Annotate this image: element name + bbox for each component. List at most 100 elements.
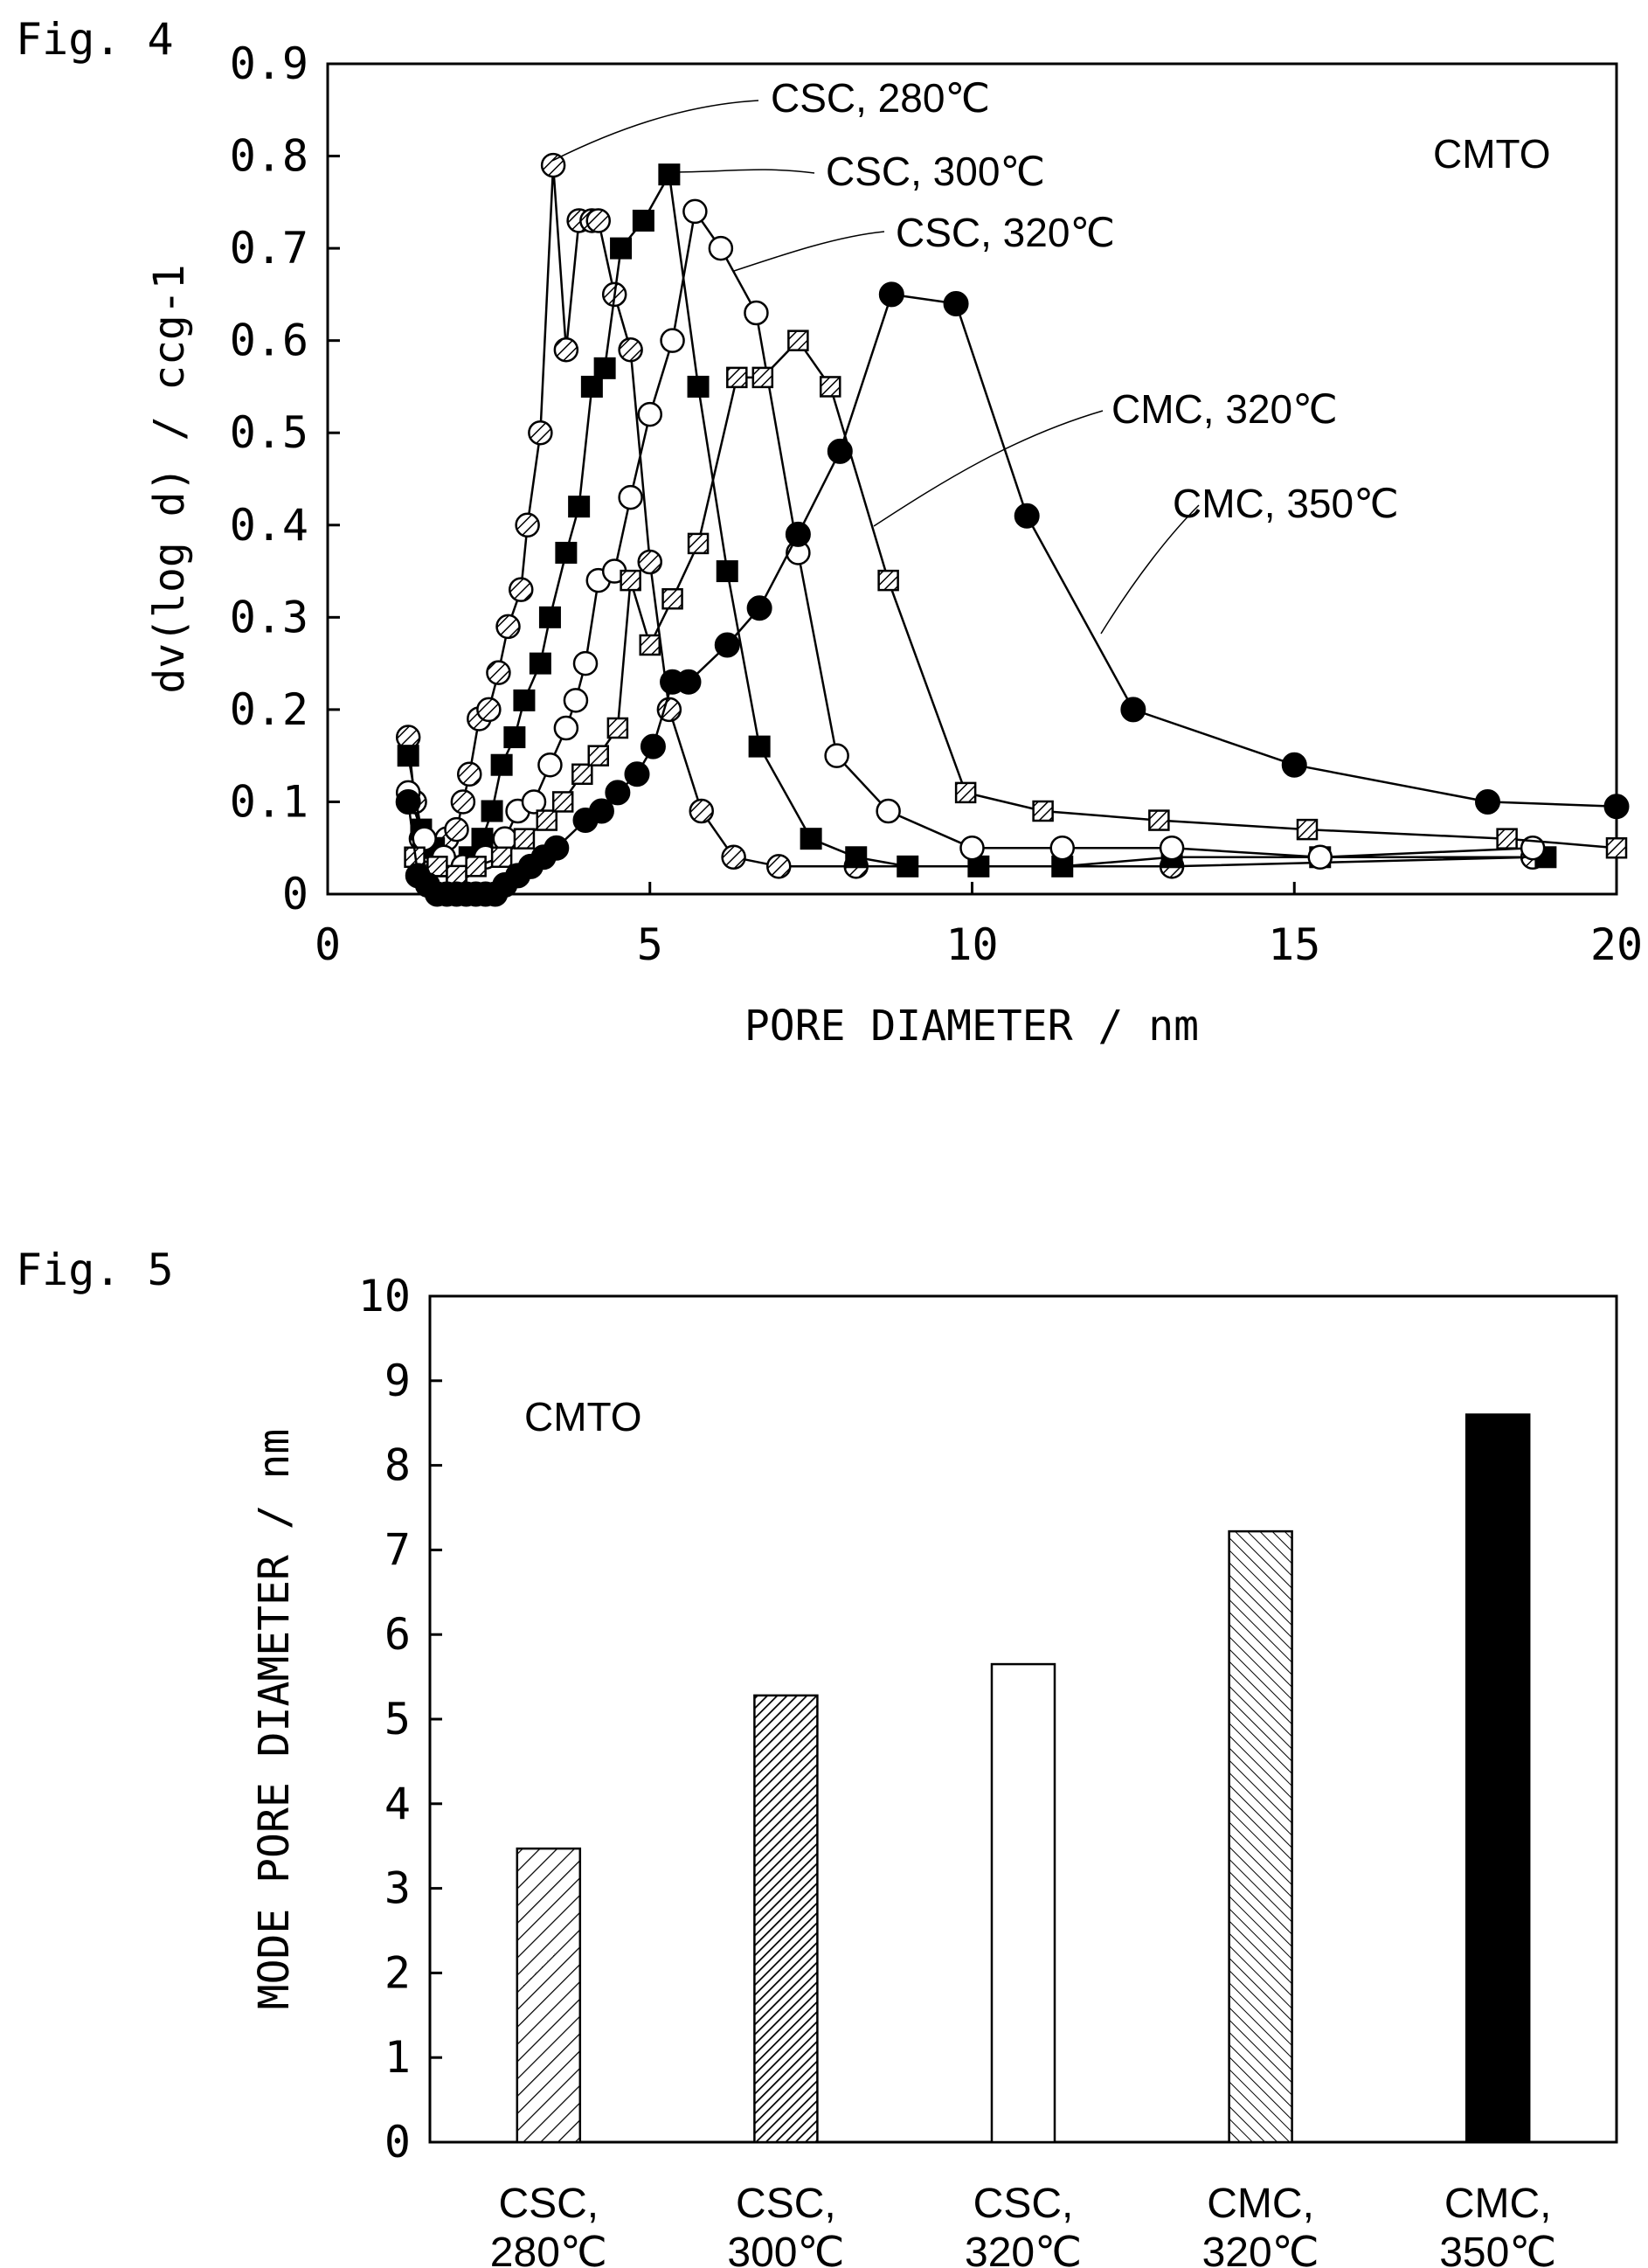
fig4-y-tick-label: 0.8 <box>230 131 308 182</box>
data-point <box>820 376 841 398</box>
data-point <box>746 595 772 621</box>
data-point <box>1159 835 1185 861</box>
fig4-x-tick-label: 15 <box>1268 919 1320 970</box>
bar <box>516 1847 582 2144</box>
fig5-y-axis: 0 1 2 3 4 5 6 7 8 9 10 <box>358 1271 442 2167</box>
data-point <box>1120 697 1146 723</box>
data-point <box>503 726 526 749</box>
leader-line-csc300 <box>670 169 815 174</box>
fig4-y-tick-label: 0.3 <box>230 592 308 642</box>
data-point <box>585 208 611 233</box>
bar <box>1465 1413 1531 2144</box>
data-point <box>1281 752 1307 778</box>
data-point <box>787 329 809 351</box>
data-point <box>682 198 708 225</box>
data-point <box>605 780 631 806</box>
data-point <box>606 717 629 739</box>
data-point <box>555 541 578 564</box>
fig5-y-tick-label: 6 <box>384 1609 411 1660</box>
data-point <box>1605 836 1628 859</box>
fig4-y-tick-label: 0.5 <box>230 407 308 458</box>
data-point <box>563 688 589 713</box>
data-point <box>571 763 593 786</box>
leader-line-csc320 <box>733 231 885 272</box>
data-point <box>959 835 985 861</box>
data-point <box>660 328 685 353</box>
fig5-category-label: 300℃ <box>727 2230 844 2268</box>
fig4-x-tick-label: 10 <box>945 919 998 970</box>
data-point <box>395 788 421 815</box>
data-point <box>878 281 904 308</box>
data-point <box>637 549 662 575</box>
data-point <box>954 781 977 804</box>
fig5-category-label: CSC, <box>973 2181 1074 2227</box>
data-point <box>897 855 919 877</box>
fig4-y-tick-label: 0.2 <box>230 684 308 735</box>
fig4-sample-note: CMTO <box>1433 131 1551 177</box>
fig4-y-tick-label: 0 <box>282 869 308 919</box>
data-point <box>521 789 547 815</box>
fig5-y-tick-label: 10 <box>358 1271 411 1321</box>
data-point <box>766 854 792 879</box>
data-point <box>465 856 487 877</box>
fig4-x-tick-label: 0 <box>315 919 341 970</box>
data-point <box>495 614 521 640</box>
data-point <box>618 484 643 510</box>
data-point <box>1475 788 1500 815</box>
data-point <box>876 798 901 824</box>
data-point <box>744 300 769 326</box>
data-point <box>1603 794 1630 820</box>
fig5-y-axis-title: MODE PORE DIAMETER / nm <box>250 1429 299 2010</box>
series-annotation-cmc350: CMC, 350℃ <box>1173 481 1399 526</box>
data-point <box>457 761 482 787</box>
data-point <box>588 798 614 824</box>
data-point <box>877 569 899 592</box>
fig5-category-label: 350℃ <box>1439 2230 1556 2268</box>
data-point <box>689 798 714 824</box>
data-point <box>1307 844 1333 870</box>
fig5-category-label: CSC, <box>498 2181 599 2227</box>
data-point <box>397 745 419 767</box>
data-point <box>1049 835 1075 861</box>
fig5-y-tick-label: 1 <box>384 2032 411 2083</box>
data-point <box>824 743 849 768</box>
data-point <box>639 634 661 656</box>
data-point <box>943 290 969 316</box>
fig4-y-tick-label: 0.6 <box>230 316 308 366</box>
data-point <box>553 715 579 741</box>
data-point <box>1032 800 1054 822</box>
fig5-y-tick-label: 3 <box>384 1863 411 1914</box>
data-point <box>444 816 469 843</box>
data-point <box>624 761 650 787</box>
data-point <box>568 496 591 518</box>
fig5-y-tick-label: 7 <box>384 1524 411 1575</box>
fig4-y-tick-label: 0.1 <box>230 776 308 827</box>
fig4-x-tick-label: 5 <box>637 919 663 970</box>
data-point <box>658 163 681 186</box>
fig4-label: Fig. 4 <box>16 14 174 65</box>
fig4-series-group <box>395 152 1630 907</box>
series-annotation-csc300: CSC, 300℃ <box>826 149 1045 194</box>
data-point <box>572 650 599 676</box>
data-point <box>538 606 561 628</box>
data-point <box>716 560 738 583</box>
leader-line-cmc320 <box>873 410 1104 527</box>
fig5-y-tick-label: 0 <box>384 2117 411 2167</box>
data-point <box>544 835 570 861</box>
fig5-bar-chart: Fig. 5 0 1 2 3 4 5 6 7 8 9 10 MODE PORE DIAMETER /… <box>16 1245 1618 2268</box>
data-point <box>618 336 643 363</box>
data-point <box>509 577 534 602</box>
data-point <box>536 809 557 831</box>
data-point <box>620 569 641 592</box>
data-point <box>726 366 748 389</box>
bar <box>1228 1529 1293 2144</box>
fig4-y-tick-label: 0.9 <box>230 38 308 89</box>
data-point <box>675 669 702 695</box>
data-point <box>632 209 654 232</box>
data-point <box>827 438 853 464</box>
data-point <box>513 828 536 850</box>
series-annotation-csc280: CSC, 280℃ <box>771 75 990 121</box>
data-point <box>515 512 540 538</box>
fig4-y-tick-label: 0.7 <box>230 223 308 274</box>
fig5-category-label: 320℃ <box>965 2230 1082 2268</box>
